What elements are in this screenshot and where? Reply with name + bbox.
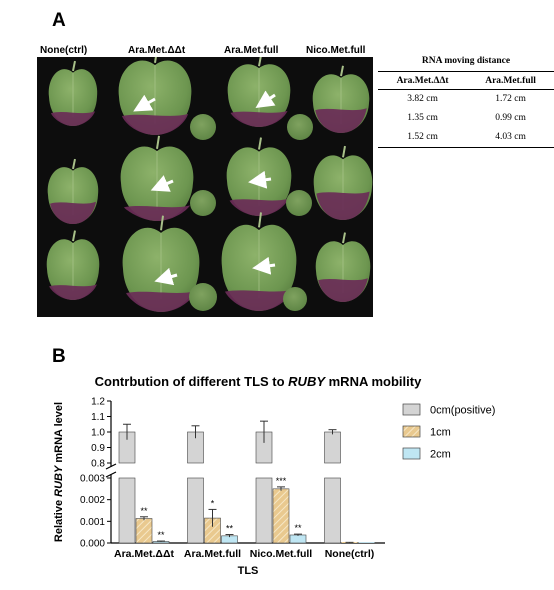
- y-tick-label-upper: 0.8: [91, 459, 105, 470]
- white-arrow-icon: [255, 90, 276, 108]
- table-row: 3.82 cm 1.72 cm: [378, 90, 554, 110]
- y-tick-label-upper: 1.2: [91, 397, 105, 408]
- column-label-ara-met-full: Ara.Met.full: [224, 45, 279, 56]
- bar-0cm-positive--2: [255, 477, 273, 544]
- legend-entry: 1cm: [430, 427, 451, 439]
- white-arrow-icon: [154, 267, 178, 286]
- leaf-none-ctrl-3: [46, 230, 100, 300]
- table-header-ara-met-ddt: Ara.Met.ΔΔt: [378, 72, 468, 90]
- y-tick-label-lower: 0.003: [80, 474, 105, 485]
- white-arrow-icon: [248, 170, 272, 189]
- table-row: 1.52 cm 4.03 cm: [378, 128, 554, 148]
- table-title: RNA moving distance: [378, 56, 554, 72]
- bar-0cm-positive--3: [324, 477, 341, 544]
- significance-label: **: [157, 530, 165, 540]
- y-tick-label-upper: 0.9: [91, 443, 105, 454]
- y-tick-label-upper: 1.1: [91, 412, 105, 423]
- leaf-ara-met-full-2: [226, 137, 292, 216]
- significance-label: ***: [276, 476, 287, 486]
- distance-table: Ara.Met.ΔΔt Ara.Met.full 3.82 cm 1.72 cm…: [378, 72, 554, 148]
- y-tick-label-lower: 0.002: [80, 495, 105, 506]
- leaf-none-ctrl-2: [47, 158, 99, 224]
- x-tick-label: Nico.Met.full: [250, 548, 312, 560]
- mrna-mobility-bar-chart: Contrbution of different TLS to RUBY mRN…: [53, 374, 495, 577]
- leaf-disc: [283, 287, 307, 311]
- bar-0cm-positive--3-upper: [324, 431, 341, 464]
- bar-0cm-positive--0: [118, 477, 136, 544]
- leaf-disc: [286, 190, 312, 216]
- panel-a-label: A: [52, 10, 66, 31]
- table-cell: 4.03 cm: [467, 128, 554, 148]
- white-arrow-icon: [252, 256, 276, 275]
- leaf-disc: [190, 114, 216, 140]
- column-label-nico-met-full: Nico.Met.full: [306, 45, 366, 56]
- legend-entry: 0cm(positive): [430, 405, 495, 417]
- legend-swatch: [402, 425, 421, 438]
- legend-swatch: [402, 403, 421, 416]
- leaf-nico-met-full-1: [312, 65, 370, 133]
- axis-break-mark: [105, 463, 117, 470]
- y-tick-label-lower: 0.000: [80, 539, 105, 550]
- legend-swatch: [402, 447, 421, 460]
- leaf-photo-illustration: [46, 49, 373, 312]
- leaf-ara-met-ddt-3: [122, 215, 200, 312]
- leaf-none-ctrl-1: [48, 60, 98, 126]
- y-axis-label: Relative RUBY mRNA level: [53, 402, 65, 542]
- legend-entry: 2cm: [430, 449, 451, 461]
- x-tick-label: None(ctrl): [325, 548, 375, 560]
- bar-1cm-0: [135, 518, 153, 544]
- y-tick-label-upper: 1.0: [91, 428, 105, 439]
- leaf-nico-met-full-2: [313, 145, 373, 220]
- leaf-ara-met-full-1: [227, 55, 291, 127]
- significance-label: **: [140, 506, 148, 516]
- x-tick-label: Ara.Met.ΔΔt: [114, 548, 175, 560]
- leaf-disc: [287, 114, 313, 140]
- chart-title: Contrbution of different TLS to RUBY mRN…: [95, 374, 422, 389]
- leaf-disc: [190, 190, 216, 216]
- leaf-ara-met-ddt-2: [120, 135, 194, 221]
- leaf-ara-met-ddt-1: [118, 49, 192, 135]
- panel-b-label: B: [52, 346, 66, 367]
- leaf-photograph: [37, 49, 373, 317]
- table-row: 1.35 cm 0.99 cm: [378, 109, 554, 128]
- table-cell: 0.99 cm: [495, 113, 526, 123]
- significance-label: *: [211, 498, 215, 508]
- axis-break-mark: [105, 471, 117, 478]
- significance-label: **: [226, 524, 234, 534]
- white-arrow-icon: [150, 175, 174, 192]
- table-cell: 3.82 cm: [407, 94, 438, 104]
- column-label-ara-met-ddt: Ara.Met.ΔΔt: [128, 45, 186, 56]
- bar-0cm-positive--1: [187, 477, 204, 544]
- table-cell: 1.52 cm: [378, 128, 468, 148]
- table-cell: 1.72 cm: [495, 94, 526, 104]
- bar-1cm-2: [272, 488, 290, 544]
- white-arrow-icon: [133, 94, 156, 112]
- x-tick-label: Ara.Met.full: [184, 548, 241, 560]
- bar-2cm-3: [358, 542, 375, 543]
- column-label-none-ctrl: None(ctrl): [40, 45, 88, 56]
- rna-moving-distance-table: RNA moving distance Ara.Met.ΔΔt Ara.Met.…: [378, 56, 554, 148]
- table-cell: 1.35 cm: [407, 113, 438, 123]
- leaf-nico-met-full-3: [315, 232, 371, 302]
- table-header-ara-met-full: Ara.Met.full: [467, 72, 554, 90]
- y-tick-label-lower: 0.001: [80, 517, 105, 528]
- bar-2cm-2: [289, 534, 307, 544]
- significance-label: **: [294, 523, 302, 533]
- x-axis-label: TLS: [238, 565, 259, 577]
- leaf-disc: [189, 283, 217, 311]
